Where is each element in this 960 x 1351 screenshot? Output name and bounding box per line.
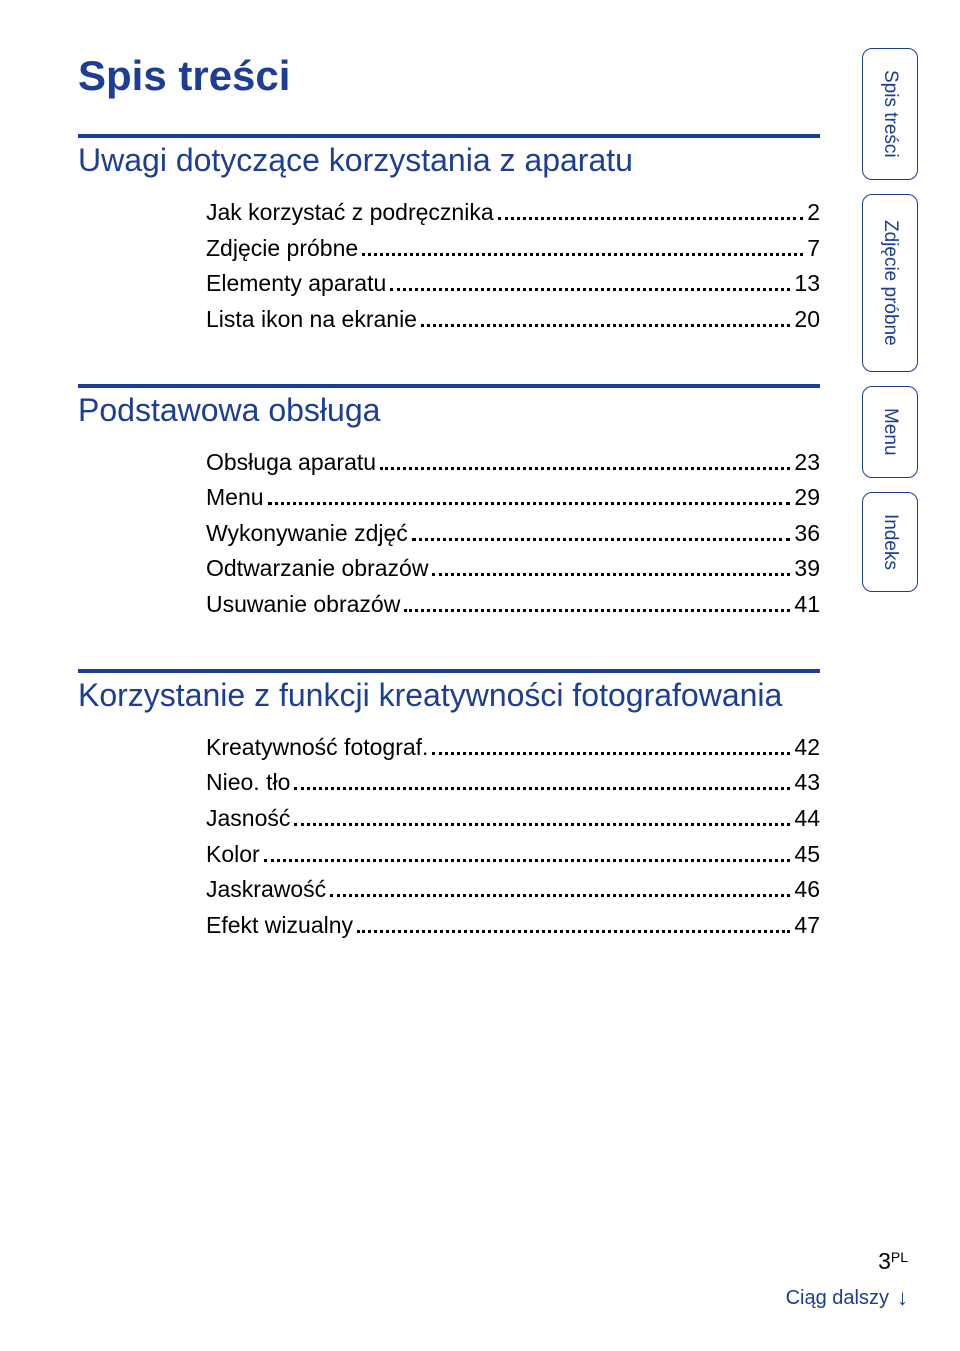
- toc-leader: [294, 812, 790, 826]
- toc-entry[interactable]: Jasność 44: [206, 801, 820, 837]
- side-tabs: Spis treści Zdjęcie próbne Menu Indeks: [862, 48, 918, 592]
- page-title: Spis treści: [78, 52, 820, 100]
- tab-label: Zdjęcie próbne: [879, 206, 901, 360]
- section-heading: Uwagi dotyczące korzystania z aparatu: [78, 142, 820, 179]
- toc-page: 45: [794, 837, 820, 873]
- section-heading: Podstawowa obsługa: [78, 392, 820, 429]
- toc-entries: Obsługa aparatu 23 Menu 29 Wykonywanie z…: [78, 445, 820, 623]
- toc-leader: [264, 848, 791, 862]
- toc-label: Nieo. tło: [206, 765, 290, 801]
- toc-page: 47: [794, 908, 820, 944]
- toc-leader: [268, 491, 791, 505]
- section-rule: [78, 384, 820, 388]
- toc-page: 39: [794, 551, 820, 587]
- toc-label: Zdjęcie próbne: [206, 231, 358, 267]
- toc-page: 23: [794, 445, 820, 481]
- toc-page: 41: [794, 587, 820, 623]
- toc-entry[interactable]: Nieo. tło 43: [206, 765, 820, 801]
- tab-menu[interactable]: Menu: [862, 386, 918, 478]
- main-column: Spis treści Uwagi dotyczące korzystania …: [78, 52, 820, 944]
- toc-leader: [421, 313, 790, 327]
- toc-leader: [357, 919, 790, 933]
- toc-entries: Kreatywność fotograf. 42 Nieo. tło 43 Ja…: [78, 730, 820, 944]
- toc-entry[interactable]: Elementy aparatu 13: [206, 266, 820, 302]
- section-rule: [78, 669, 820, 673]
- toc-leader: [390, 277, 790, 291]
- toc-page: 29: [794, 480, 820, 516]
- tab-label: Spis treści: [879, 56, 901, 172]
- toc-label: Jasność: [206, 801, 290, 837]
- toc-entry[interactable]: Jak korzystać z podręcznika 2: [206, 195, 820, 231]
- toc-leader: [404, 598, 790, 612]
- toc-label: Odtwarzanie obrazów: [206, 551, 428, 587]
- toc-leader: [432, 741, 790, 755]
- section-rule: [78, 134, 820, 138]
- page-footer: 3PL Ciąg dalszy ↓: [786, 1248, 908, 1311]
- toc-page: 7: [807, 231, 820, 267]
- toc-entry[interactable]: Menu 29: [206, 480, 820, 516]
- toc-label: Kreatywność fotograf.: [206, 730, 428, 766]
- toc-leader: [380, 456, 790, 470]
- toc-entry[interactable]: Kreatywność fotograf. 42: [206, 730, 820, 766]
- toc-page: 44: [794, 801, 820, 837]
- tab-indeks[interactable]: Indeks: [862, 492, 918, 592]
- page-number: 3PL: [878, 1248, 908, 1275]
- toc-leader: [432, 563, 790, 577]
- toc-page: 13: [794, 266, 820, 302]
- toc-label: Elementy aparatu: [206, 266, 386, 302]
- toc-entries: Jak korzystać z podręcznika 2 Zdjęcie pr…: [78, 195, 820, 338]
- toc-label: Jaskrawość: [206, 872, 326, 908]
- toc-label: Usuwanie obrazów: [206, 587, 400, 623]
- tab-label: Menu: [879, 394, 901, 470]
- toc-label: Wykonywanie zdjęć: [206, 516, 408, 552]
- toc-page: 42: [794, 730, 820, 766]
- toc-leader: [362, 242, 803, 256]
- toc-leader: [498, 206, 804, 220]
- toc-entry[interactable]: Zdjęcie próbne 7: [206, 231, 820, 267]
- toc-label: Jak korzystać z podręcznika: [206, 195, 494, 231]
- toc-entry[interactable]: Efekt wizualny 47: [206, 908, 820, 944]
- toc-leader: [294, 777, 790, 791]
- toc-entry[interactable]: Odtwarzanie obrazów 39: [206, 551, 820, 587]
- toc-entry[interactable]: Kolor 45: [206, 837, 820, 873]
- page-number-suffix: PL: [891, 1249, 908, 1265]
- toc-leader: [330, 884, 790, 898]
- tab-label: Indeks: [879, 500, 901, 584]
- page-number-value: 3: [878, 1248, 891, 1274]
- tab-zdjecie-probne[interactable]: Zdjęcie próbne: [862, 194, 918, 372]
- continue-label: Ciąg dalszy: [786, 1287, 889, 1310]
- toc-entry[interactable]: Lista ikon na ekranie 20: [206, 302, 820, 338]
- toc-page: 36: [794, 516, 820, 552]
- continue-link[interactable]: Ciąg dalszy ↓: [786, 1285, 908, 1311]
- tab-spis-tresci[interactable]: Spis treści: [862, 48, 918, 180]
- toc-label: Kolor: [206, 837, 260, 873]
- toc-leader: [412, 527, 791, 541]
- toc-page: 20: [794, 302, 820, 338]
- down-arrow-icon: ↓: [897, 1285, 908, 1311]
- toc-entry[interactable]: Jaskrawość 46: [206, 872, 820, 908]
- toc-page: 2: [807, 195, 820, 231]
- toc-label: Efekt wizualny: [206, 908, 353, 944]
- page-root: Spis treści Uwagi dotyczące korzystania …: [0, 0, 960, 1351]
- toc-label: Lista ikon na ekranie: [206, 302, 417, 338]
- toc-label: Menu: [206, 480, 264, 516]
- toc-page: 43: [794, 765, 820, 801]
- toc-label: Obsługa aparatu: [206, 445, 376, 481]
- toc-entry[interactable]: Obsługa aparatu 23: [206, 445, 820, 481]
- toc-entry[interactable]: Usuwanie obrazów 41: [206, 587, 820, 623]
- section-heading: Korzystanie z funkcji kreatywności fotog…: [78, 677, 820, 714]
- toc-page: 46: [794, 872, 820, 908]
- toc-entry[interactable]: Wykonywanie zdjęć 36: [206, 516, 820, 552]
